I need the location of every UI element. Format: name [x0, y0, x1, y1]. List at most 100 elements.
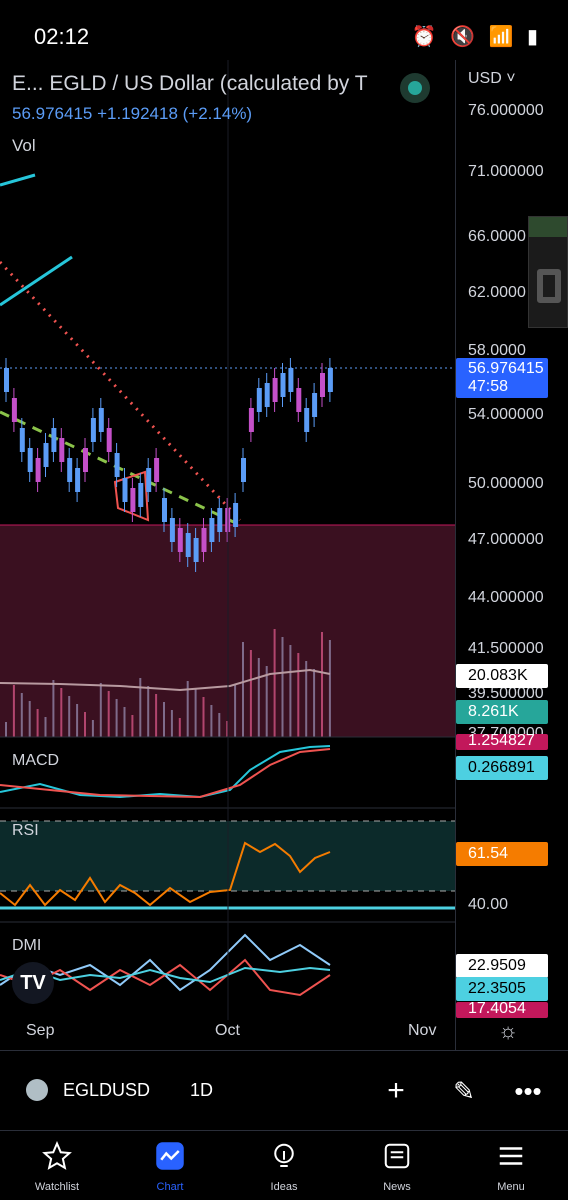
candle-body — [83, 448, 88, 472]
volume-bar — [68, 696, 71, 737]
nav-chart[interactable]: Chart — [120, 1139, 220, 1193]
last-price-tag: 56.976415 47:58 — [456, 358, 548, 398]
price-chart[interactable] — [0, 60, 455, 1060]
candle-body — [248, 408, 254, 432]
volume-bar — [44, 717, 47, 737]
volume-bar — [147, 686, 150, 737]
macd-signal-tag: 1.254827 — [456, 734, 548, 750]
volume-bar — [131, 715, 134, 737]
volume-bar — [186, 681, 189, 737]
symbol-title[interactable]: E... EGLD / US Dollar (calculated by T — [12, 72, 368, 95]
drawing-pen-icon[interactable]: ✎ — [453, 1076, 475, 1106]
candle-body — [296, 388, 302, 412]
rsi-label[interactable]: RSI — [12, 822, 39, 839]
candle-body — [185, 533, 191, 557]
candle-body — [122, 478, 128, 502]
price-axis[interactable]: USD ˅ 76.000000 71.000000 66.0000 62.000… — [455, 60, 568, 1050]
candle-body — [11, 398, 17, 422]
volume-bar — [289, 645, 292, 737]
price-tick: 58.0000 — [468, 342, 526, 359]
volume-bar — [5, 722, 7, 737]
volume-bar — [20, 693, 23, 737]
volume-bar — [28, 701, 31, 737]
candle-body — [280, 373, 286, 397]
tradingview-logo-icon[interactable]: TV — [12, 962, 54, 1004]
volume-bar — [273, 629, 276, 737]
candle-body — [35, 458, 41, 482]
candle-body — [233, 503, 239, 527]
volume-bar — [115, 699, 118, 737]
volume-bar — [257, 658, 260, 737]
volume-bar — [36, 709, 39, 737]
time-axis[interactable]: Sep Oct Nov ☼ — [0, 1018, 568, 1050]
candle-body — [193, 538, 199, 562]
price-tick: 44.000000 — [468, 589, 544, 606]
candle-body — [51, 428, 57, 452]
trendline[interactable] — [0, 255, 73, 307]
volume-bar — [242, 642, 244, 737]
nav-news[interactable]: News — [347, 1139, 447, 1193]
candle-body — [162, 498, 167, 522]
volume-ma-tag: 20.083K — [456, 664, 548, 688]
chart-settings-gear-icon[interactable]: ☼ — [498, 1018, 519, 1043]
dmi-label[interactable]: DMI — [12, 937, 42, 954]
macd-label[interactable]: MACD — [12, 752, 60, 769]
candle-body — [130, 488, 136, 512]
volume-bars — [5, 629, 331, 737]
price-tick: 76.000000 — [468, 102, 544, 119]
star-icon — [7, 1139, 107, 1173]
market-status-icon[interactable] — [400, 73, 430, 103]
nav-watchlist[interactable]: Watchlist — [7, 1139, 107, 1193]
volume-bar — [107, 691, 110, 737]
candle-body — [304, 408, 310, 432]
symbol-button[interactable]: EGLDUSD — [63, 1080, 151, 1100]
trendline[interactable] — [0, 173, 36, 187]
trendline[interactable] — [0, 260, 242, 522]
candle-body — [106, 428, 112, 452]
chart-toolbar: EGLDUSD 1D + ✎ ••• — [0, 1050, 568, 1130]
nav-label: Ideas — [270, 1181, 298, 1193]
volume-bar — [52, 680, 55, 737]
candle-body — [288, 368, 294, 392]
currency-selector[interactable]: USD ˅ — [468, 70, 516, 87]
volume-bar — [12, 685, 15, 737]
price-tick: 39.500000 — [468, 685, 544, 702]
nav-label: Menu — [497, 1181, 525, 1193]
add-plus-icon[interactable]: + — [387, 1074, 405, 1107]
candle-body — [98, 408, 104, 432]
rsi-level-tick: 40.00 — [468, 896, 509, 913]
price-tick: 50.000000 — [468, 475, 544, 492]
trendline[interactable] — [0, 410, 241, 527]
volume-bar — [91, 720, 94, 737]
status-time: 02:12 — [34, 24, 90, 49]
rsi-value-tag: 61.54 — [456, 842, 548, 866]
volume-bar — [194, 689, 197, 737]
macd-tag: 0.266891 — [456, 756, 548, 780]
candle-body — [217, 508, 223, 532]
candle-body — [320, 373, 325, 397]
volume-bar — [281, 637, 284, 737]
interval-button[interactable]: 1D — [190, 1080, 214, 1100]
lightbulb-icon — [234, 1139, 334, 1173]
volume-bar — [226, 721, 229, 737]
nav-ideas[interactable]: Ideas — [234, 1139, 334, 1193]
volume-bar — [60, 688, 63, 737]
nav-label: Watchlist — [34, 1181, 80, 1193]
volume-bar — [321, 632, 323, 737]
price-tick: 41.500000 — [468, 640, 544, 657]
volume-bar — [163, 702, 165, 737]
more-options-icon[interactable]: ••• — [514, 1076, 542, 1106]
dmi-minus-tag: 17.4054 — [456, 1002, 548, 1018]
volume-bar — [249, 650, 252, 737]
candle-body — [67, 458, 73, 482]
dmi-plus-tag: 22.9509 — [456, 954, 548, 978]
volume-bar — [202, 697, 205, 737]
candle-body — [154, 458, 160, 482]
candle-body — [43, 443, 49, 467]
volume-bar — [84, 712, 86, 737]
nav-menu[interactable]: Menu — [461, 1139, 561, 1193]
candle-body — [312, 393, 318, 417]
vol-indicator-label[interactable]: Vol — [12, 136, 36, 155]
volume-bar — [313, 669, 316, 737]
bottom-navigation: Watchlist Chart Ideas News Menu — [0, 1130, 568, 1200]
